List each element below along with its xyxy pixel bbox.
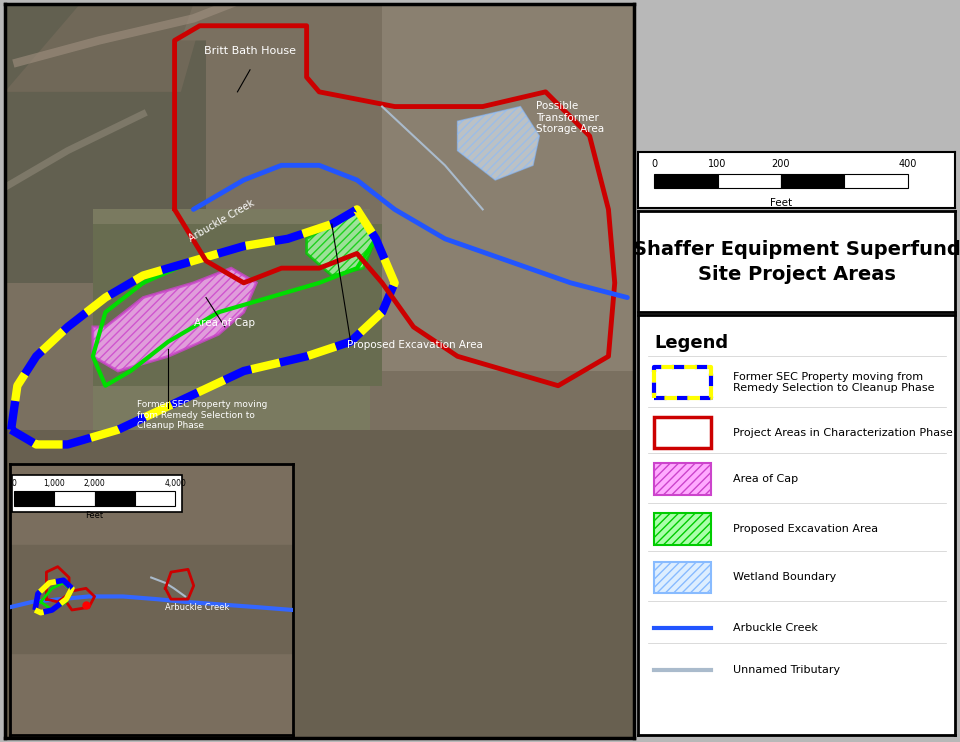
Text: 400: 400 (899, 159, 917, 169)
Polygon shape (5, 4, 206, 283)
Text: Area of Cap: Area of Cap (194, 318, 255, 328)
Text: Shaffer Equipment Superfund
Site Project Areas: Shaffer Equipment Superfund Site Project… (633, 240, 960, 283)
Text: Britt Bath House: Britt Bath House (204, 47, 296, 56)
Text: Project Areas in Characterization Phase: Project Areas in Characterization Phase (733, 427, 953, 438)
Polygon shape (5, 4, 206, 92)
Bar (781, 174, 845, 188)
Polygon shape (180, 4, 332, 41)
Bar (845, 174, 908, 188)
Bar (655, 463, 711, 495)
Text: Unnamed Tributary: Unnamed Tributary (733, 665, 841, 674)
Text: 0: 0 (651, 159, 658, 169)
Text: Possible
Transformer
Storage Area: Possible Transformer Storage Area (536, 101, 604, 134)
Polygon shape (306, 209, 375, 275)
Polygon shape (93, 268, 256, 371)
Bar (135, 491, 176, 506)
Bar (13, 491, 54, 506)
Text: Feet: Feet (85, 511, 104, 520)
Polygon shape (93, 209, 370, 430)
Text: Arbuckle Creek: Arbuckle Creek (165, 603, 229, 612)
Text: 4,000: 4,000 (164, 479, 186, 488)
Bar (718, 174, 781, 188)
Text: 1,000: 1,000 (43, 479, 65, 488)
Text: Feet: Feet (770, 198, 792, 209)
Text: Proposed Excavation Area: Proposed Excavation Area (348, 341, 484, 350)
Polygon shape (5, 430, 634, 738)
Bar (655, 174, 718, 188)
Bar (655, 367, 711, 398)
Bar (94, 491, 135, 506)
Bar (655, 417, 711, 448)
Text: Wetland Boundary: Wetland Boundary (733, 572, 837, 582)
Text: 200: 200 (772, 159, 790, 169)
Text: 100: 100 (708, 159, 727, 169)
Bar (12, 475, 182, 513)
Text: Former SEC Property moving
from Remedy Selection to
Cleanup Phase: Former SEC Property moving from Remedy S… (137, 400, 267, 430)
Text: Legend: Legend (655, 334, 729, 352)
Polygon shape (458, 107, 540, 180)
Text: Former SEC Property moving from
Remedy Selection to Cleanup Phase: Former SEC Property moving from Remedy S… (733, 372, 935, 393)
Bar (655, 513, 711, 545)
Text: 2,000: 2,000 (84, 479, 106, 488)
Bar (10, 545, 293, 653)
Bar (54, 491, 94, 506)
Text: Area of Cap: Area of Cap (733, 474, 799, 484)
Polygon shape (93, 224, 382, 386)
Text: Proposed Excavation Area: Proposed Excavation Area (733, 524, 878, 534)
Text: Arbuckle Creek: Arbuckle Creek (187, 197, 256, 243)
Text: Arbuckle Creek: Arbuckle Creek (733, 623, 818, 633)
Text: 0: 0 (12, 479, 16, 488)
Polygon shape (382, 4, 634, 371)
Bar (655, 562, 711, 593)
